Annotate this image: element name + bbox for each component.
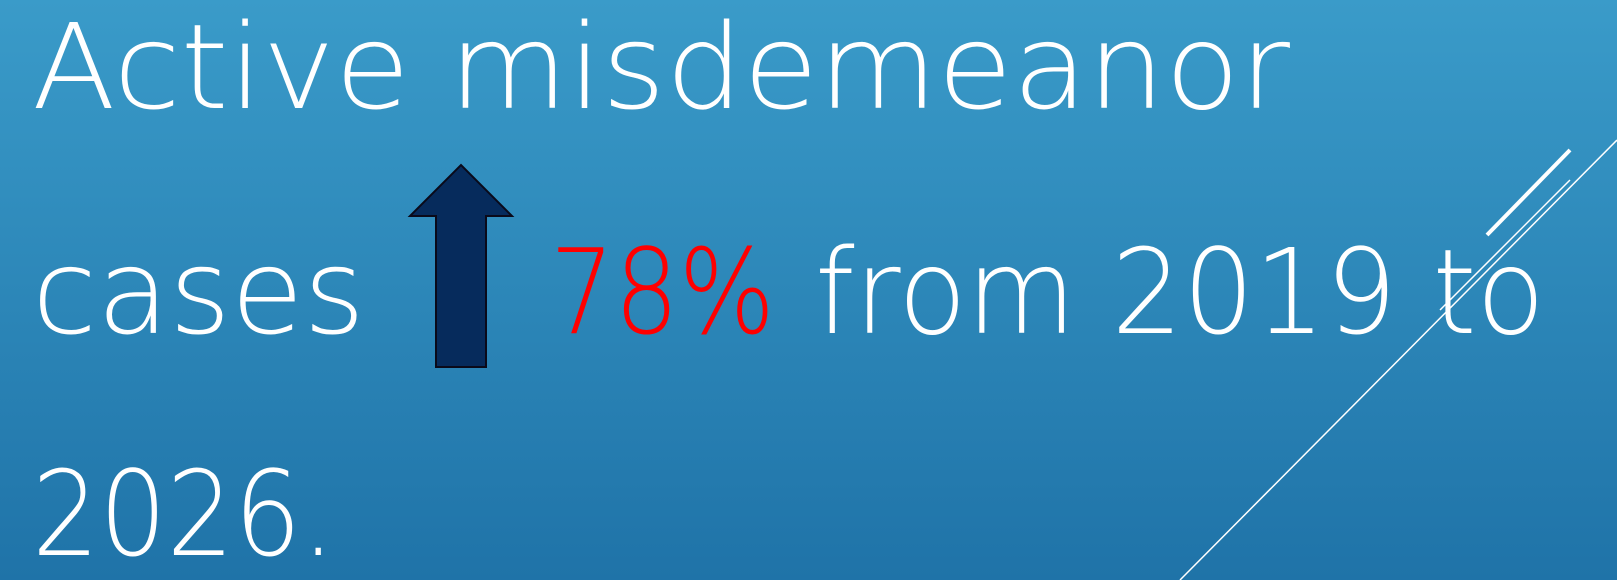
up-arrow xyxy=(407,163,515,368)
highlight-text: 78% xyxy=(550,223,775,361)
decor-line xyxy=(1179,139,1617,580)
line-text: 2026. xyxy=(32,445,335,580)
line-text: from 2019 to xyxy=(815,223,1545,361)
line-text: Active misdemeanor xyxy=(32,0,1290,136)
line-text: cases xyxy=(32,223,365,361)
decor-line xyxy=(1485,148,1572,237)
decor-line xyxy=(1439,179,1571,311)
decor-lines xyxy=(1179,139,1617,580)
